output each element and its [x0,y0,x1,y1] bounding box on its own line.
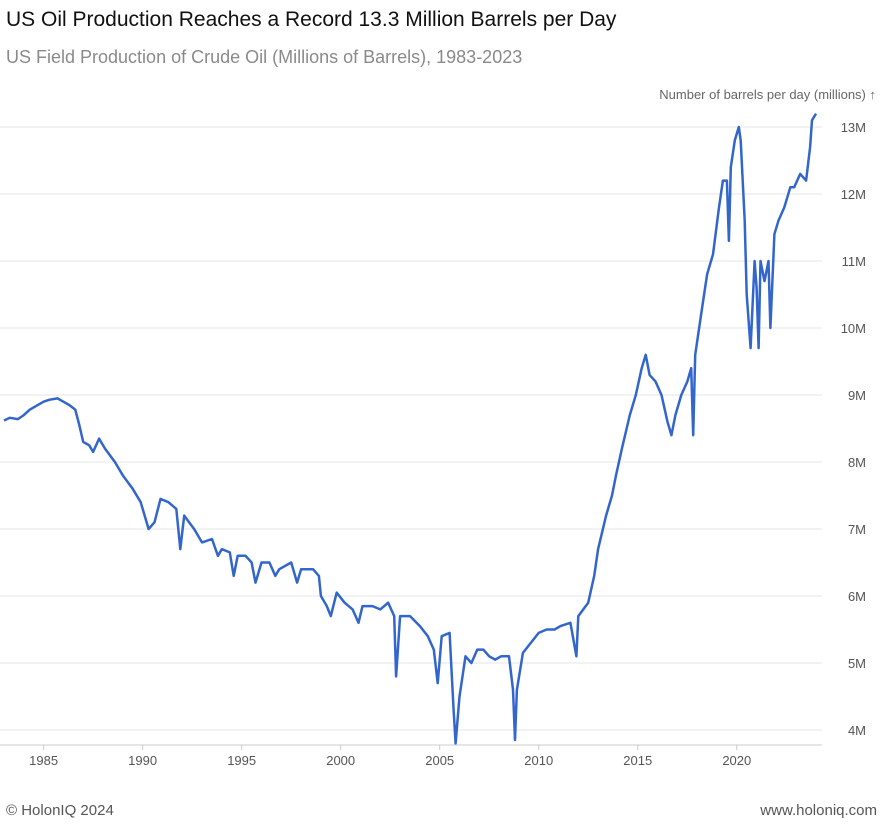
x-tick-label: 2010 [524,753,553,768]
y-tick-label: 9M [848,388,866,403]
y-tick-label: 5M [848,656,866,671]
gridlines [0,126,822,746]
y-tick-label: 7M [848,522,866,537]
y-tick-label: 12M [841,187,866,202]
y-tick-label: 6M [848,589,866,604]
y-tick-label: 8M [848,455,866,470]
x-tick-label: 2020 [722,753,751,768]
chart-subtitle: US Field Production of Crude Oil (Millio… [6,47,523,67]
website-link[interactable]: www.holoniq.com [760,802,877,819]
y-tick-label: 4M [848,723,866,738]
y-tick-label: 13M [841,120,866,135]
x-tick-label: 2015 [623,753,652,768]
x-tick-label: 2005 [425,753,454,768]
x-tick-label: 2000 [326,753,355,768]
x-tick-label: 1985 [29,753,58,768]
x-axis-ticks: 1985 1990 1995 2000 2005 2010 2015 2020 [29,745,751,768]
y-tick-label: 10M [841,321,866,336]
y-tick-label: 11M [842,254,866,269]
copyright-text: © HolonIQ 2024 [6,802,114,819]
chart-title: US Oil Production Reaches a Record 13.3 … [6,8,617,31]
series-layer [3,112,818,745]
x-tick-label: 1990 [128,753,157,768]
series-line [3,112,818,745]
x-tick-label: 1995 [227,753,256,768]
y-axis-ticks: 4M 5M 6M 7M 8M 9M 10M 11M 12M 13M [841,120,866,738]
y-axis-label: Number of barrels per day (millions) ↑ [659,87,876,102]
